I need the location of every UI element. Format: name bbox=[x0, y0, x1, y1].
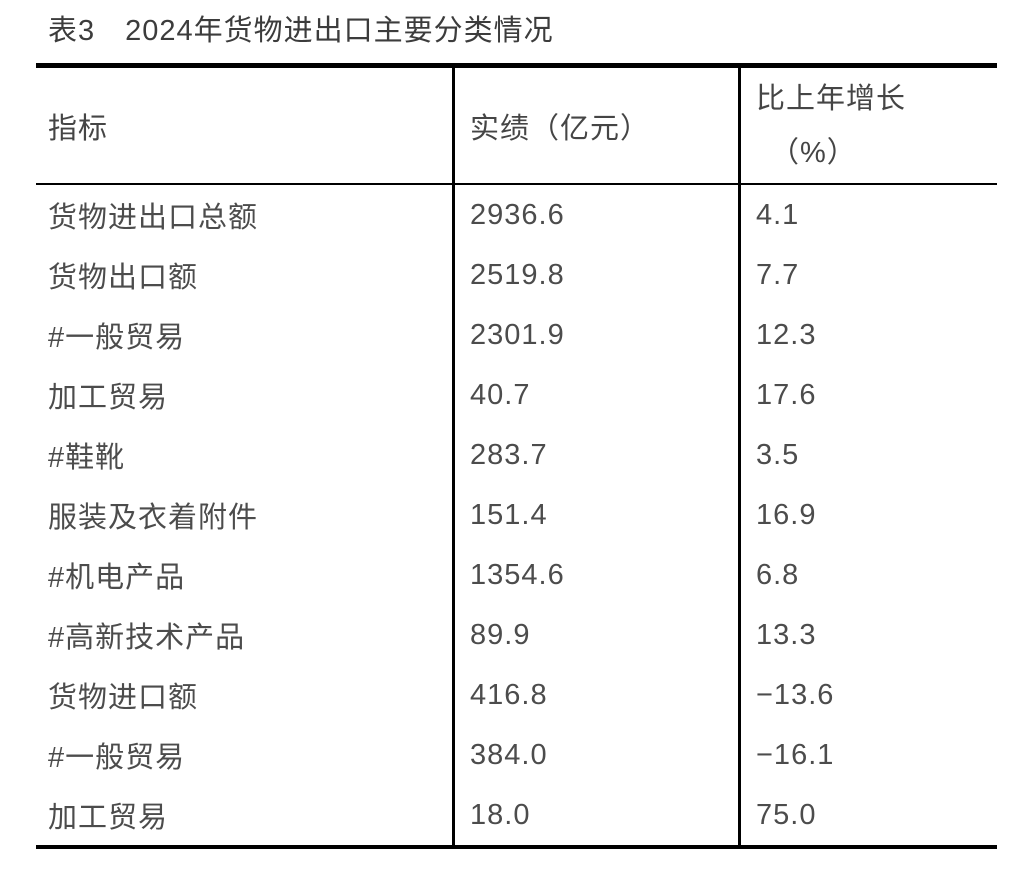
growth-cell: 4.1 bbox=[738, 185, 997, 245]
growth-cell: 17.6 bbox=[738, 365, 997, 425]
table-row: #高新技术产品 89.9 13.3 bbox=[36, 605, 997, 665]
table-row: 货物进出口总额 2936.6 4.1 bbox=[36, 185, 997, 245]
value-cell: 1354.6 bbox=[452, 545, 738, 605]
growth-cell: 7.7 bbox=[738, 245, 997, 305]
value-cell: 416.8 bbox=[452, 665, 738, 725]
growth-cell: −16.1 bbox=[738, 725, 997, 785]
growth-cell: 3.5 bbox=[738, 425, 997, 485]
header-growth: 比上年增长 （%） bbox=[738, 68, 997, 183]
growth-cell: 13.3 bbox=[738, 605, 997, 665]
growth-cell: 6.8 bbox=[738, 545, 997, 605]
table-row: 加工贸易 40.7 17.6 bbox=[36, 365, 997, 425]
header-value: 实绩（亿元） bbox=[452, 68, 738, 183]
value-cell: 89.9 bbox=[452, 605, 738, 665]
indicator-cell: #一般贸易 bbox=[48, 742, 186, 774]
growth-cell: 16.9 bbox=[738, 485, 997, 545]
table-row: 货物进口额 416.8 −13.6 bbox=[36, 665, 997, 725]
table-row: 加工贸易 18.0 75.0 bbox=[36, 785, 997, 845]
table-row: #鞋靴 283.7 3.5 bbox=[36, 425, 997, 485]
table-row: 服装及衣着附件 151.4 16.9 bbox=[36, 485, 997, 545]
value-cell: 283.7 bbox=[452, 425, 738, 485]
indicator-cell: #鞋靴 bbox=[48, 442, 126, 474]
trade-classification-table: 指标 实绩（亿元） 比上年增长 （%） 货物进出口总额 2936.6 4.1 货物出口… bbox=[36, 63, 997, 849]
value-cell: 2301.9 bbox=[452, 305, 738, 365]
growth-cell: 75.0 bbox=[738, 785, 997, 845]
indicator-cell: 服装及衣着附件 bbox=[48, 502, 259, 534]
table-row: #机电产品 1354.6 6.8 bbox=[36, 545, 997, 605]
indicator-cell: 加工贸易 bbox=[48, 382, 169, 414]
growth-cell: 12.3 bbox=[738, 305, 997, 365]
value-cell: 151.4 bbox=[452, 485, 738, 545]
indicator-cell: 加工贸易 bbox=[48, 802, 169, 834]
growth-cell: −13.6 bbox=[738, 665, 997, 725]
table-body: 货物进出口总额 2936.6 4.1 货物出口额 2519.8 7.7 #一般贸易 2301.… bbox=[36, 185, 997, 845]
header-growth-line1: 比上年增长 bbox=[756, 82, 907, 115]
value-cell: 384.0 bbox=[452, 725, 738, 785]
table-row: #一般贸易 2301.9 12.3 bbox=[36, 305, 997, 365]
indicator-cell: 货物出口额 bbox=[48, 262, 199, 294]
value-cell: 40.7 bbox=[452, 365, 738, 425]
table-title: 表3 2024年货物进出口主要分类情况 bbox=[48, 15, 554, 47]
table-row: #一般贸易 384.0 −16.1 bbox=[36, 725, 997, 785]
header-indicator: 指标 bbox=[48, 112, 109, 145]
value-cell: 18.0 bbox=[452, 785, 738, 845]
table-row: 货物出口额 2519.8 7.7 bbox=[36, 245, 997, 305]
value-cell: 2519.8 bbox=[452, 245, 738, 305]
indicator-cell: #一般贸易 bbox=[48, 322, 186, 354]
header-growth-line2: （%） bbox=[770, 136, 857, 169]
value-cell: 2936.6 bbox=[452, 185, 738, 245]
indicator-cell: 货物进出口总额 bbox=[48, 202, 259, 234]
indicator-cell: #高新技术产品 bbox=[48, 622, 246, 654]
indicator-cell: #机电产品 bbox=[48, 562, 186, 594]
indicator-cell: 货物进口额 bbox=[48, 682, 199, 714]
table-header-row: 指标 实绩（亿元） 比上年增长 （%） bbox=[36, 68, 997, 185]
